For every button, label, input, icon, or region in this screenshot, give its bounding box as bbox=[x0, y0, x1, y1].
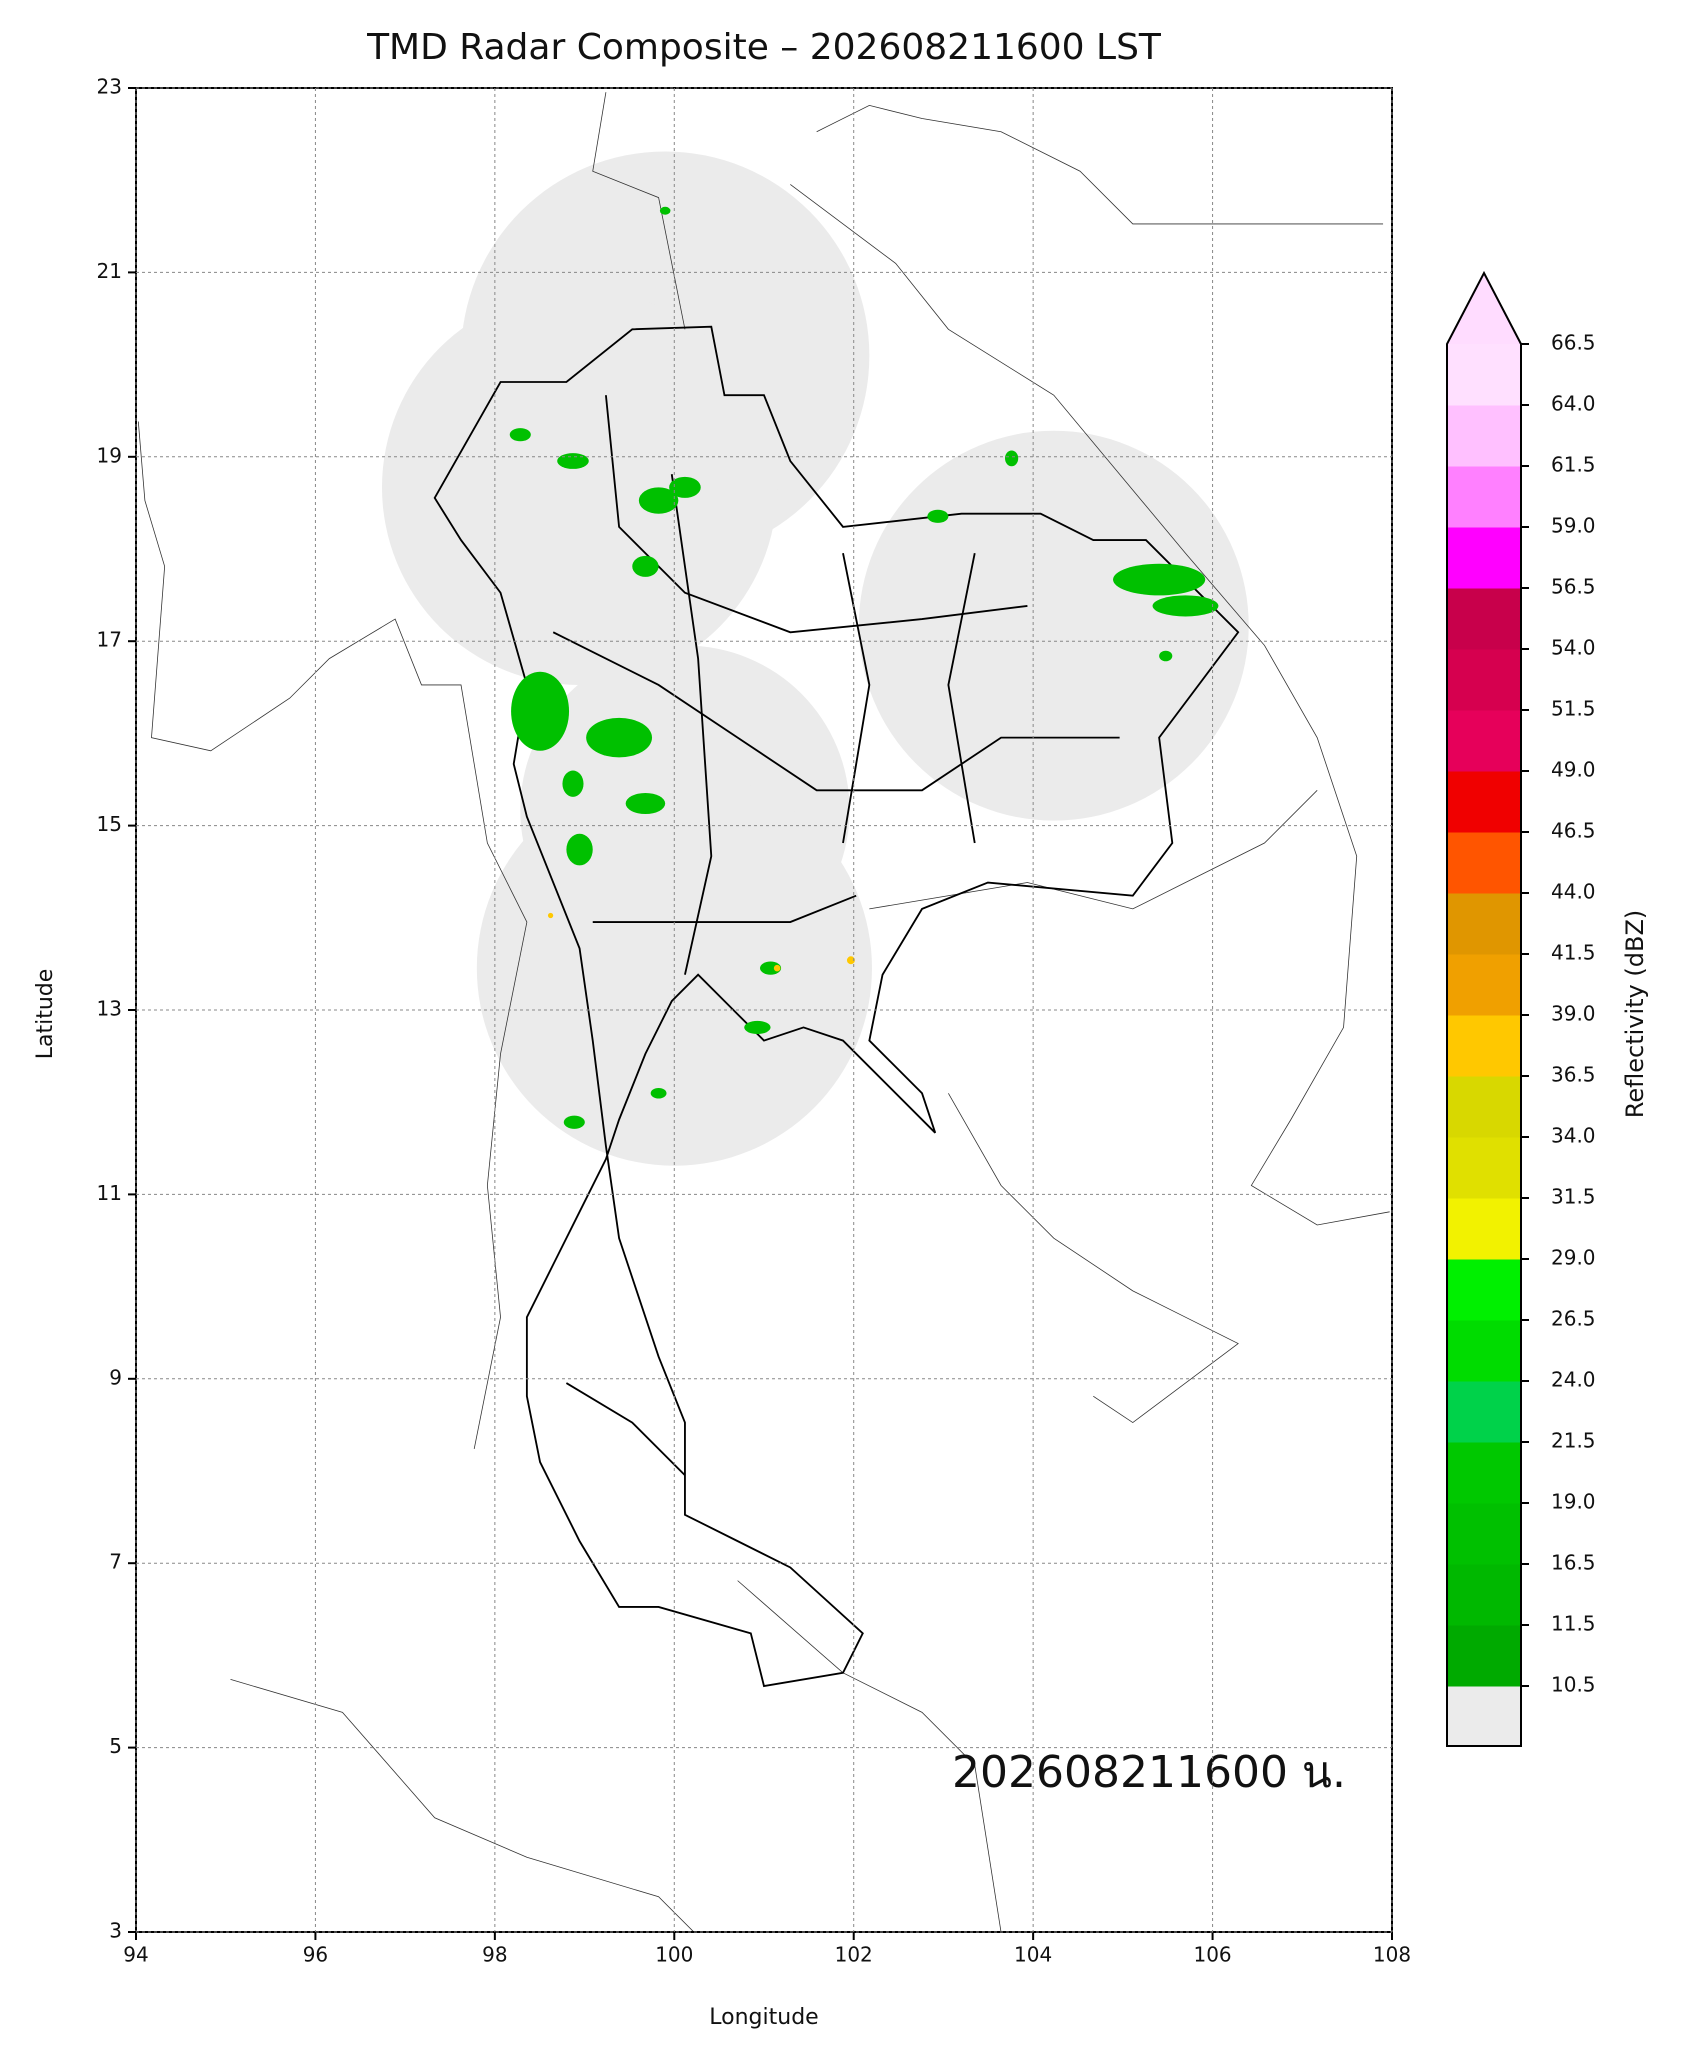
province-borders bbox=[552, 395, 1120, 1476]
colorbar-label: Reflectivity (dBZ) bbox=[1621, 910, 1649, 1119]
y-tick-label: 5 bbox=[109, 1734, 122, 1758]
colorbar-over bbox=[1447, 273, 1521, 344]
x-tick-label: 106 bbox=[1193, 1943, 1231, 1967]
y-tick-label: 17 bbox=[97, 628, 122, 652]
colorbar-segment bbox=[1447, 710, 1521, 772]
x-tick-label: 108 bbox=[1373, 1943, 1411, 1967]
radar-echoes bbox=[509, 206, 1219, 1129]
x-tick-label: 104 bbox=[1014, 1943, 1052, 1967]
colorbar-segment bbox=[1447, 1381, 1521, 1443]
y-tick-label: 19 bbox=[97, 443, 122, 467]
map-title: TMD Radar Composite – 202608211600 LST bbox=[366, 27, 1162, 68]
colorbar-tick-label: 51.5 bbox=[1551, 697, 1596, 721]
x-tick-label: 94 bbox=[123, 1943, 148, 1967]
y-tick-label: 13 bbox=[97, 997, 122, 1021]
colorbar-tick-label: 46.5 bbox=[1551, 819, 1596, 843]
colorbar-tick-label: 24.0 bbox=[1551, 1368, 1596, 1392]
colorbar-tick-label: 64.0 bbox=[1551, 392, 1596, 416]
y-tick-label: 11 bbox=[97, 1181, 122, 1205]
colorbar-segment bbox=[1447, 1442, 1521, 1504]
colorbar-tick-label: 36.5 bbox=[1551, 1063, 1596, 1087]
colorbar-segment bbox=[1447, 344, 1521, 406]
radar-coverage bbox=[381, 151, 1249, 1166]
colorbar-frame bbox=[1446, 270, 1522, 1747]
colorbar-tick-label: 19.0 bbox=[1551, 1490, 1596, 1514]
y-tick-label: 7 bbox=[109, 1550, 122, 1574]
colorbar-tick-label: 39.0 bbox=[1551, 1002, 1596, 1026]
colorbar-tick-label: 29.0 bbox=[1551, 1246, 1596, 1270]
colorbar-tick-label: 31.5 bbox=[1551, 1185, 1596, 1209]
colorbar-tick-label: 54.0 bbox=[1551, 636, 1596, 660]
colorbar-segment bbox=[1447, 527, 1521, 589]
country-borders bbox=[137, 92, 1390, 1932]
colorbar-tick-label: 59.0 bbox=[1551, 514, 1596, 538]
colorbar-segment bbox=[1447, 954, 1521, 1016]
colorbar-segment bbox=[1447, 1564, 1521, 1626]
colorbar-tick-label: 49.0 bbox=[1551, 758, 1596, 782]
colorbar-segment bbox=[1447, 832, 1521, 894]
colorbar-segment bbox=[1447, 1625, 1521, 1687]
colorbar-segment bbox=[1447, 1076, 1521, 1138]
colorbar-segment bbox=[1447, 649, 1521, 711]
strong-echoes bbox=[547, 912, 855, 972]
colorbar-tick-label: 66.5 bbox=[1551, 331, 1596, 355]
colorbar-segment bbox=[1447, 1320, 1521, 1382]
colorbar-tick-label: 11.5 bbox=[1551, 1612, 1596, 1636]
colorbar-tick-label: 41.5 bbox=[1551, 941, 1596, 965]
y-axis-label: Latitude bbox=[33, 969, 58, 1060]
colorbar-segment bbox=[1447, 771, 1521, 833]
colorbar-tick-label: 61.5 bbox=[1551, 453, 1596, 477]
x-tick-label: 100 bbox=[655, 1943, 693, 1967]
thailand-border bbox=[433, 325, 1240, 1688]
y-tick-label: 23 bbox=[97, 75, 122, 99]
colorbar-segment bbox=[1447, 588, 1521, 650]
x-tick-label: 102 bbox=[835, 1943, 873, 1967]
time-annotation: 202608211600 น. bbox=[952, 1747, 1346, 1798]
colorbar-tick-label: 21.5 bbox=[1551, 1429, 1596, 1453]
colorbar-segment bbox=[1447, 1137, 1521, 1199]
colorbar-segment bbox=[1447, 405, 1521, 467]
map-area bbox=[137, 92, 1390, 1932]
colorbar-tick-label: 10.5 bbox=[1551, 1673, 1596, 1697]
colorbar-segment bbox=[1447, 1198, 1521, 1260]
colorbar-tick-label: 34.0 bbox=[1551, 1124, 1596, 1148]
y-tick-label: 9 bbox=[109, 1365, 122, 1389]
colorbar-tick-label: 56.5 bbox=[1551, 575, 1596, 599]
colorbar-tick-label: 26.5 bbox=[1551, 1307, 1596, 1331]
colorbar-segment bbox=[1447, 1259, 1521, 1321]
colorbar-tick-label: 44.0 bbox=[1551, 880, 1596, 904]
y-tick-label: 21 bbox=[97, 259, 122, 283]
y-tick-label: 15 bbox=[97, 812, 122, 836]
x-tick-label: 96 bbox=[303, 1943, 328, 1967]
colorbar-tick-label: 16.5 bbox=[1551, 1551, 1596, 1575]
colorbar-under bbox=[1447, 1686, 1521, 1746]
colorbar-segment bbox=[1447, 1015, 1521, 1077]
basemap bbox=[137, 92, 1390, 1932]
y-tick-label: 3 bbox=[109, 1919, 122, 1943]
x-axis-label: Longitude bbox=[709, 2005, 818, 2030]
x-tick-label: 98 bbox=[482, 1943, 507, 1967]
colorbar-segment bbox=[1447, 1503, 1521, 1565]
colorbar-segment bbox=[1447, 466, 1521, 528]
colorbar-segment bbox=[1447, 893, 1521, 955]
